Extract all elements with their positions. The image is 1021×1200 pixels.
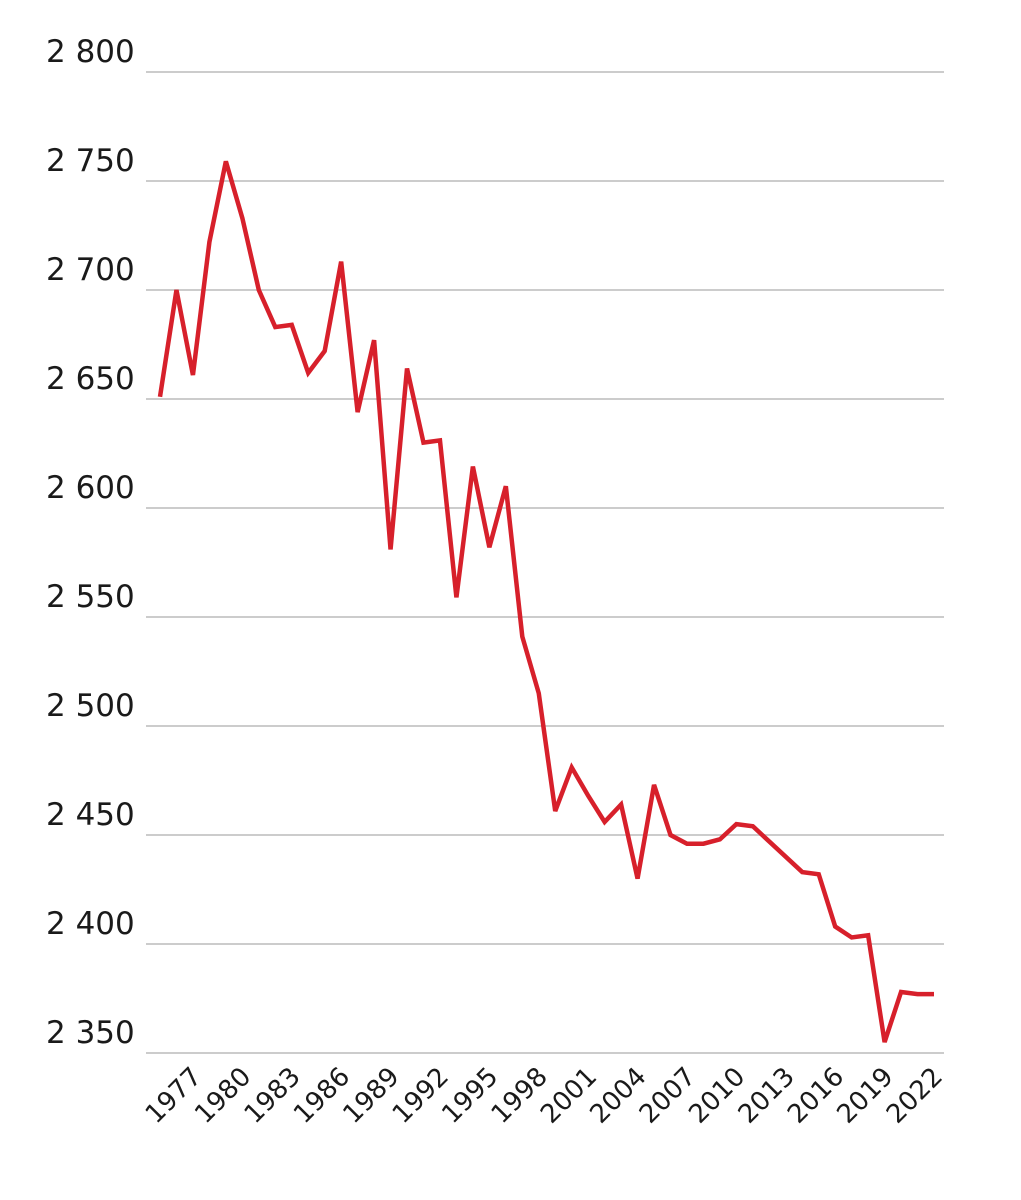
- y-tick-label: 2 400: [46, 906, 135, 942]
- x-tick-label: 1977: [140, 1062, 208, 1130]
- y-tick-label: 2 750: [46, 143, 135, 179]
- x-tick-label: 1989: [337, 1062, 405, 1130]
- y-tick-label: 2 800: [46, 34, 135, 70]
- y-tick-label: 2 700: [46, 252, 135, 288]
- series-line: [157, 160, 934, 1043]
- x-tick-label: 2013: [733, 1062, 801, 1130]
- y-tick-label: 2 550: [46, 579, 135, 615]
- x-tick-label: 2010: [683, 1062, 751, 1130]
- gridlines: [146, 71, 944, 1054]
- y-axis-tick-labels: 2 350 2 400 2 450 2 500 2 550 2 600 2 650 2 700…: [46, 34, 135, 1051]
- x-tick-label: 1983: [239, 1062, 307, 1130]
- y-tick-label: 2 350: [46, 1015, 135, 1051]
- x-tick-label: 1980: [189, 1062, 257, 1130]
- y-tick-label: 2 500: [46, 688, 135, 724]
- y-tick-label: 2 600: [46, 470, 135, 506]
- x-tick-label: 2001: [535, 1062, 603, 1130]
- y-tick-label: 2 650: [46, 361, 135, 397]
- x-tick-label: 1986: [288, 1062, 356, 1130]
- x-tick-label: 2019: [832, 1062, 900, 1130]
- x-tick-label: 2016: [782, 1062, 850, 1130]
- x-tick-label: 1998: [486, 1062, 554, 1130]
- x-axis-tick-labels: 1977198019831986198919921995199820012004…: [140, 1062, 949, 1130]
- y-tick-label: 2 450: [46, 797, 135, 833]
- series-layer: [157, 160, 934, 1043]
- x-tick-label: 1995: [436, 1062, 504, 1130]
- x-tick-label: 2004: [585, 1062, 653, 1130]
- x-tick-label: 1992: [387, 1062, 455, 1130]
- x-tick-label: 2007: [634, 1062, 702, 1130]
- x-tick-label: 2022: [881, 1062, 949, 1130]
